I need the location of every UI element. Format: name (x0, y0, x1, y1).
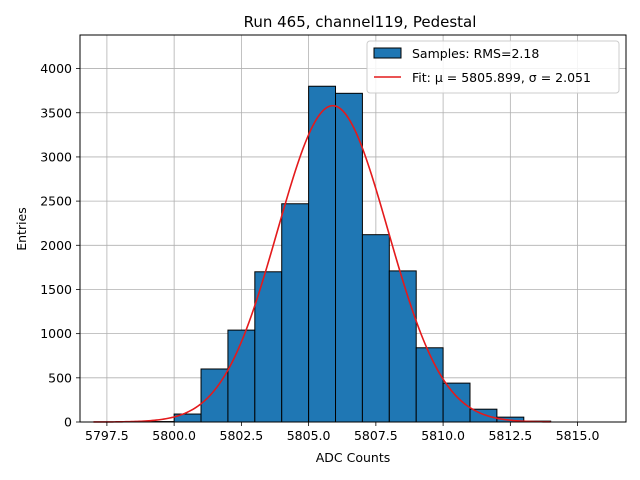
plot-frame (79, 34, 627, 423)
x-tick-label: 5812.5 (488, 428, 532, 443)
histogram-bar (442, 382, 471, 423)
x-tick-label: 5802.5 (220, 428, 264, 443)
legend-box (366, 40, 620, 94)
histogram-bars (146, 85, 552, 423)
x-axis-title: ADC Counts (316, 450, 391, 465)
legend-label-histogram: Samples: RMS=2.18 (412, 46, 539, 61)
y-tick-label: 1500 (40, 282, 72, 297)
histogram-bar (388, 270, 417, 423)
y-tick-label: 2500 (40, 194, 72, 209)
y-tick-label: 500 (48, 370, 72, 385)
x-tick-label: 5810.0 (421, 428, 465, 443)
y-tick-label: 0 (64, 415, 72, 430)
histogram-bar (308, 85, 337, 423)
y-tick-label: 3000 (40, 149, 72, 164)
x-tick-label: 5807.5 (354, 428, 398, 443)
gaussian-fit-line (93, 104, 551, 423)
x-tick-label: 5797.5 (85, 428, 129, 443)
y-tick-label: 2000 (40, 238, 72, 253)
y-tick-label: 4000 (40, 61, 72, 76)
histogram-bar (254, 271, 283, 423)
y-tick-label: 1000 (40, 326, 72, 341)
histogram-bar (227, 329, 256, 423)
y-tick-label: 3500 (40, 105, 72, 120)
histogram-bar (281, 203, 310, 423)
x-axis-ticks: 5797.5 5800.0 5802.5 5805.0 5807.5 5810.0 5812… (85, 422, 599, 443)
legend-swatch-histogram (373, 47, 402, 59)
x-tick-label: 5815.0 (556, 428, 600, 443)
legend: Samples: RMS=2.18 Fit: μ = 5805.899, σ =… (366, 40, 620, 94)
histogram-bar (361, 234, 390, 423)
histogram-bar (469, 408, 498, 423)
y-axis-title: Entries (14, 207, 29, 251)
histogram-bar (335, 92, 363, 423)
y-axis-ticks: 0 500 1000 1500 2000 2500 3000 3500 4000 (40, 61, 80, 430)
chart-title: Run 465, channel119, Pedestal (244, 13, 477, 31)
legend-label-fit: Fit: μ = 5805.899, σ = 2.051 (412, 70, 591, 85)
x-tick-label: 5800.0 (152, 428, 196, 443)
histogram-bar (415, 347, 444, 423)
x-tick-label: 5805.0 (287, 428, 331, 443)
